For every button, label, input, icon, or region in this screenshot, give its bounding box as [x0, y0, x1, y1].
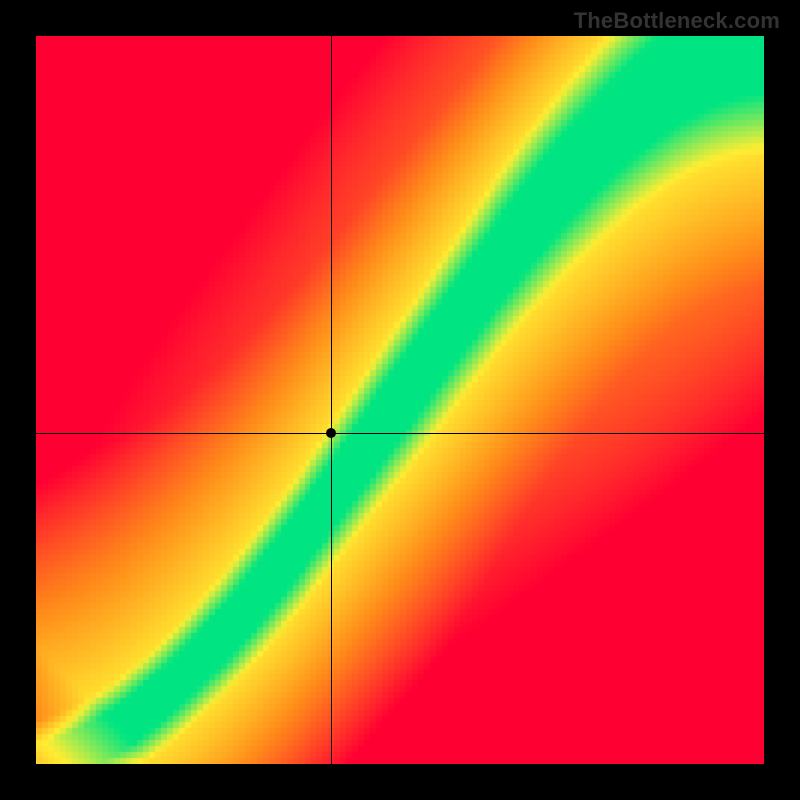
watermark-text: TheBottleneck.com	[574, 8, 780, 34]
plot-area	[36, 36, 764, 764]
crosshair-horizontal	[36, 433, 764, 434]
chart-container: TheBottleneck.com	[0, 0, 800, 800]
marker-dot	[326, 428, 336, 438]
crosshair-vertical	[331, 36, 332, 764]
heatmap-canvas	[36, 36, 764, 764]
